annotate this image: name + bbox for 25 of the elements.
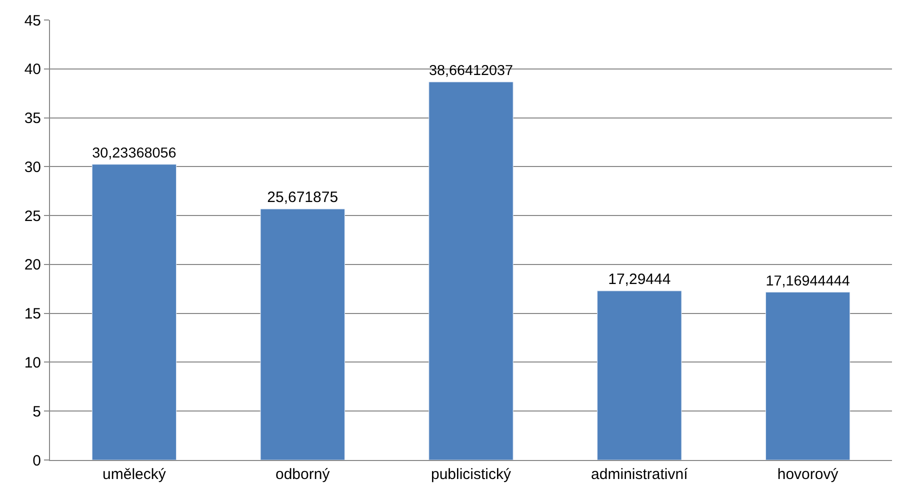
bar bbox=[428, 82, 514, 460]
bar bbox=[92, 164, 177, 460]
x-tick-label: hovorový bbox=[777, 466, 839, 483]
x-tick-label: publicistický bbox=[430, 466, 512, 483]
y-tick-label: 25 bbox=[24, 208, 41, 225]
y-tick-label: 40 bbox=[24, 61, 41, 78]
x-tick-label: administrativní bbox=[591, 466, 689, 483]
x-tick-label: odborný bbox=[275, 466, 330, 483]
data-label: 17,16944444 bbox=[766, 273, 850, 290]
bar bbox=[260, 208, 345, 460]
y-tick-label: 35 bbox=[24, 110, 41, 128]
y-tick-label: 45 bbox=[24, 12, 41, 30]
data-label: 30,23368056 bbox=[92, 146, 176, 162]
y-tick-label: 0 bbox=[32, 452, 41, 470]
x-tick-label: umělecký bbox=[102, 466, 166, 483]
y-tick-label: 5 bbox=[32, 403, 41, 420]
bar bbox=[597, 290, 682, 460]
y-tick-label: 15 bbox=[24, 306, 41, 323]
y-tick-label: 20 bbox=[24, 256, 41, 274]
y-tick-label: 30 bbox=[24, 158, 41, 176]
data-label: 25,671875 bbox=[267, 188, 338, 206]
data-label: 38,66412037 bbox=[428, 63, 514, 80]
bar bbox=[765, 292, 850, 460]
data-label: 17,29444 bbox=[608, 270, 671, 288]
y-tick-label: 10 bbox=[24, 354, 41, 372]
